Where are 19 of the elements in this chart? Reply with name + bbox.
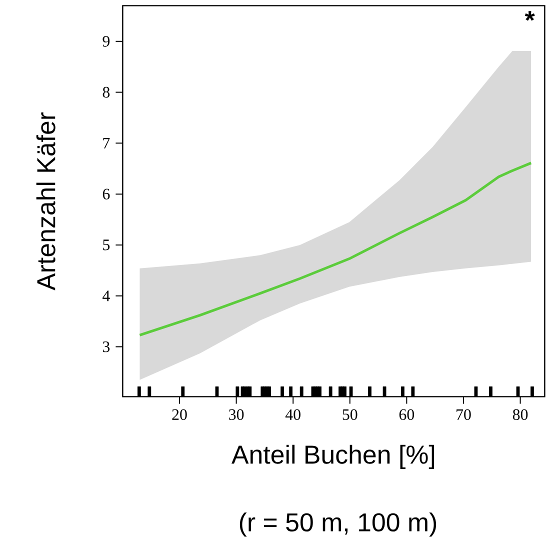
x-tick-label: 60 — [399, 409, 414, 420]
y-tick-label: 9 — [102, 36, 110, 47]
x-tick-label: 40 — [285, 409, 300, 420]
x-tick-label: 30 — [229, 409, 244, 420]
y-tick-label: 5 — [103, 240, 110, 250]
x-tick-label: 80 — [512, 409, 528, 420]
text: (r = 50 m, 100 m) — [240, 512, 436, 537]
y-tick-label: 4 — [102, 290, 110, 302]
x-tick-label: 20 — [172, 409, 187, 420]
y-tick-label: 7 — [103, 138, 110, 148]
y-axis-title: Artenzahl Käfer — [36, 112, 56, 290]
x-tick-label: 50 — [342, 409, 358, 420]
y-tick-label: 3 — [102, 341, 110, 352]
x-tick-label: 70 — [456, 409, 471, 420]
annotation: * — [524, 11, 535, 21]
line-series — [138, 162, 532, 336]
x-axis-title: Anteil Buchen [%] — [232, 444, 434, 469]
y-tick-label: 6 — [102, 188, 110, 200]
y-tick-label: 8 — [102, 86, 110, 98]
